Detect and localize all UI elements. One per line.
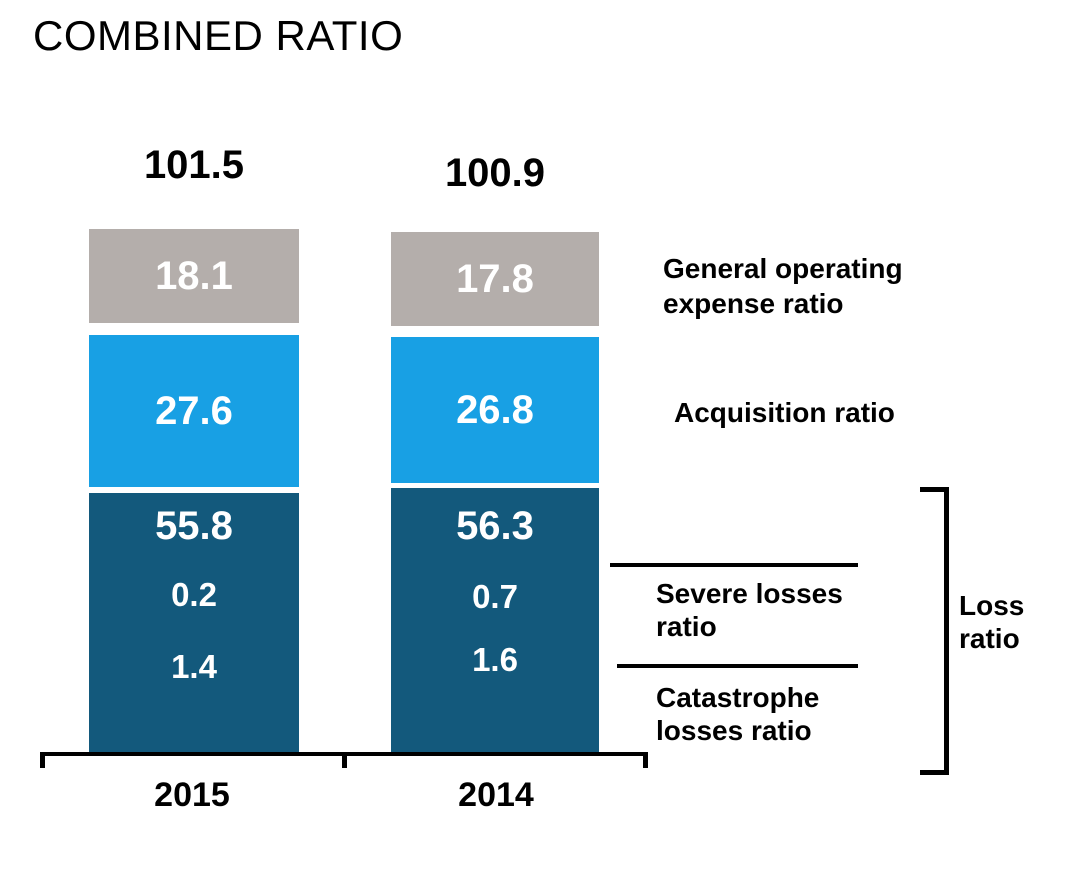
segment-value-severe: 0.7	[472, 578, 518, 615]
chart-title: COMBINED RATIO	[33, 12, 404, 59]
separator-line-severe	[610, 563, 858, 567]
loss-ratio-bracket	[920, 487, 949, 775]
x-axis-label-2015: 2015	[154, 776, 230, 814]
segment-value-loss: 55.8	[155, 504, 233, 548]
label-loss-ratio: Loss ratio	[959, 590, 1025, 654]
bar-2015-loss-segment: 55.8 0.2 1.4	[89, 493, 299, 753]
x-axis-label-2014: 2014	[458, 776, 534, 814]
x-axis-tick-left	[40, 752, 45, 768]
x-axis-tick-right	[643, 752, 648, 768]
segment-value: 18.1	[155, 253, 233, 298]
segment-value: 27.6	[155, 388, 233, 433]
bar-2015-acquisition-segment: 27.6	[89, 335, 299, 487]
segment-value: 26.8	[456, 387, 534, 432]
label-severe-losses-ratio: Severe losses ratio	[656, 578, 843, 642]
total-2015: 101.5	[143, 143, 245, 187]
label-catastrophe-losses-ratio: Catastrophe losses ratio	[656, 682, 820, 746]
total-2014: 100.9	[444, 151, 546, 195]
separator-line-catastrophe	[617, 664, 858, 668]
label-acquisition-ratio: Acquisition ratio	[674, 397, 895, 428]
segment-value-severe: 0.2	[171, 576, 217, 613]
label-general-operating-expense-ratio: General operating expense ratio	[663, 253, 903, 319]
bar-2014-loss-segment: 56.3 0.7 1.6	[391, 488, 599, 753]
segment-value-catastrophe: 1.6	[472, 641, 518, 678]
x-axis-tick-middle	[342, 752, 347, 768]
segment-value-catastrophe: 1.4	[171, 648, 217, 685]
segment-value: 17.8	[456, 256, 534, 301]
bar-2014-general-operating-segment: 17.8	[391, 232, 599, 326]
bar-2015-general-operating-segment: 18.1	[89, 229, 299, 323]
segment-value-loss: 56.3	[456, 504, 534, 548]
bar-2014-acquisition-segment: 26.8	[391, 337, 599, 483]
